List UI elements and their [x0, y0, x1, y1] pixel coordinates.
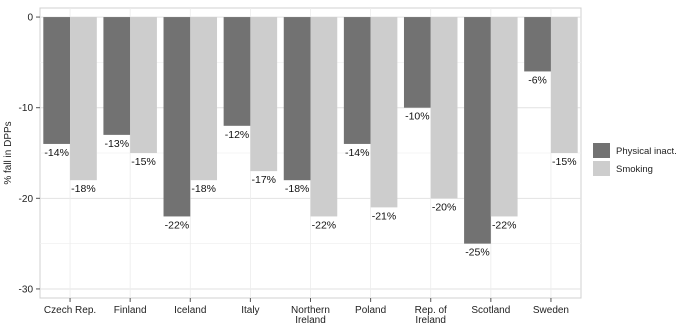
bar-physical-inact — [464, 17, 491, 244]
y-axis-title: % fall in DPPs — [3, 121, 14, 184]
bar-smoking — [430, 17, 458, 199]
legend-swatch-physical-inact — [593, 143, 610, 158]
x-tick-label: Sweden — [533, 305, 569, 316]
legend-label-physical-inact: Physical inact. — [616, 146, 677, 157]
bar-smoking — [370, 17, 398, 208]
x-tick-label: Czech Rep. — [44, 305, 96, 316]
bar-physical-inact — [343, 17, 371, 144]
bar-physical-inact — [403, 17, 431, 108]
bar-smoking — [250, 17, 278, 172]
data-label: -22% — [312, 219, 337, 231]
axes: 0 -10 -20 -30 Czech Rep. Finland Iceland Italy N… — [19, 13, 569, 325]
y-tick-label: 0 — [27, 13, 33, 24]
data-label: -22% — [165, 219, 190, 231]
y-tick-label: -20 — [19, 194, 34, 205]
bars — [43, 17, 578, 244]
legend-swatch-smoking — [593, 161, 610, 176]
data-label: -18% — [191, 183, 216, 195]
data-label: -17% — [252, 174, 277, 186]
x-tick-label: Finland — [114, 305, 147, 316]
y-tick-label: -10 — [19, 103, 34, 114]
bar-physical-inact — [223, 17, 251, 126]
bar-smoking — [310, 17, 338, 217]
legend: Physical inact. Smoking — [593, 143, 677, 176]
data-label: -25% — [465, 247, 490, 259]
data-label: -12% — [225, 129, 250, 141]
data-label: -18% — [71, 183, 96, 195]
bar-smoking — [70, 17, 97, 181]
bar-physical-inact — [103, 17, 131, 135]
bar-smoking — [550, 17, 578, 153]
bar-smoking — [490, 17, 518, 217]
x-tick-label: Rep. of — [415, 305, 447, 316]
x-tick-label: Iceland — [174, 305, 206, 316]
bar-physical-inact — [283, 17, 311, 181]
data-label: -21% — [372, 210, 397, 222]
data-label: -14% — [345, 147, 370, 159]
x-tick-label: Italy — [241, 305, 259, 316]
data-label: -18% — [285, 183, 310, 195]
data-label: -10% — [405, 111, 430, 123]
x-tick-label: Ireland — [295, 315, 326, 325]
x-tick-label: Scotland — [471, 305, 510, 316]
data-labels: -14%-18%-13%-15%-22%-18%-12%-17%-18%-22%… — [44, 74, 576, 258]
data-label: -6% — [528, 74, 547, 86]
x-tick-label: Ireland — [415, 315, 446, 325]
x-tick-label: Poland — [355, 305, 386, 316]
bar-smoking — [130, 17, 157, 153]
x-tick-label: Northern — [291, 305, 330, 316]
y-tick-label: -30 — [19, 284, 34, 295]
data-label: -15% — [131, 156, 156, 168]
data-label: -13% — [105, 138, 130, 150]
data-label: -22% — [492, 219, 517, 231]
bar-smoking — [190, 17, 218, 181]
data-label: -15% — [552, 156, 577, 168]
bar-physical-inact — [163, 17, 191, 217]
data-label: -14% — [44, 147, 69, 159]
data-label: -20% — [432, 201, 457, 213]
legend-label-smoking: Smoking — [616, 164, 653, 175]
bar-physical-inact — [524, 17, 551, 72]
bar-physical-inact — [43, 17, 71, 144]
